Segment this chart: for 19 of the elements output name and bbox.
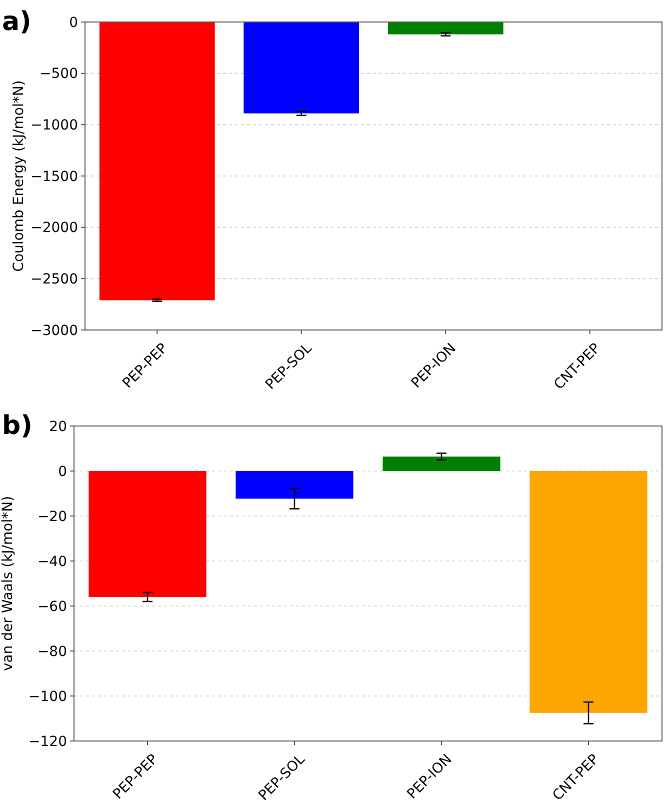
y-tick-label: −40 bbox=[37, 554, 67, 570]
y-tick-label: −60 bbox=[37, 598, 67, 615]
y-tick-label: −2000 bbox=[30, 220, 78, 236]
y-axis-title: Coulomb Energy (kJ/mol*N) bbox=[11, 80, 27, 272]
y-tick-label: 20 bbox=[49, 418, 67, 435]
chart-title: a) bbox=[2, 7, 32, 37]
y-tick-label: −1500 bbox=[30, 168, 78, 185]
y-tick-label: −1000 bbox=[30, 118, 78, 134]
chart-title: b) bbox=[2, 411, 32, 441]
y-tick-label: −500 bbox=[40, 66, 78, 82]
y-tick-label: −3000 bbox=[30, 322, 78, 339]
y-tick-label: −20 bbox=[37, 508, 67, 525]
y-tick-label: 0 bbox=[58, 464, 67, 480]
y-tick-label: −100 bbox=[28, 688, 67, 705]
y-tick-label: −2500 bbox=[30, 272, 78, 288]
y-tick-label: −80 bbox=[37, 644, 67, 660]
y-tick-label: −120 bbox=[28, 734, 67, 750]
y-axis-title: van der Waals (kJ/mol*N) bbox=[0, 496, 16, 672]
y-tick-label: 0 bbox=[69, 14, 78, 31]
